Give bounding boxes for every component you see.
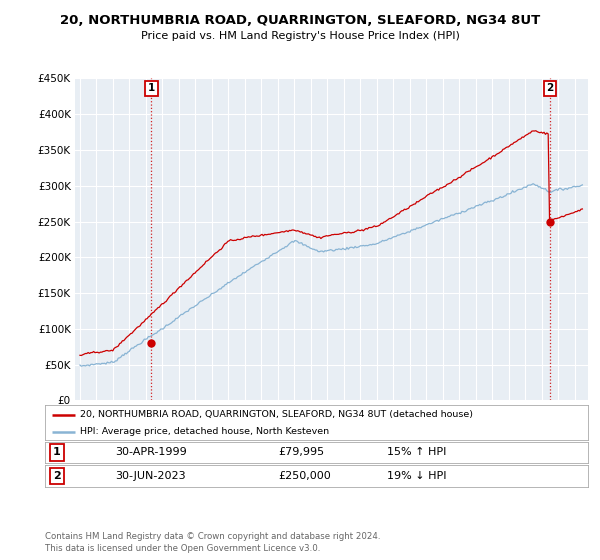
- Text: Price paid vs. HM Land Registry's House Price Index (HPI): Price paid vs. HM Land Registry's House …: [140, 31, 460, 41]
- Text: 1: 1: [53, 447, 61, 458]
- Text: 19% ↓ HPI: 19% ↓ HPI: [387, 471, 446, 481]
- Text: 30-APR-1999: 30-APR-1999: [116, 447, 187, 458]
- Text: 20, NORTHUMBRIA ROAD, QUARRINGTON, SLEAFORD, NG34 8UT: 20, NORTHUMBRIA ROAD, QUARRINGTON, SLEAF…: [60, 14, 540, 27]
- Text: 15% ↑ HPI: 15% ↑ HPI: [387, 447, 446, 458]
- Text: £79,995: £79,995: [278, 447, 325, 458]
- Text: 30-JUN-2023: 30-JUN-2023: [116, 471, 186, 481]
- Text: Contains HM Land Registry data © Crown copyright and database right 2024.
This d: Contains HM Land Registry data © Crown c…: [45, 532, 380, 553]
- Text: 1: 1: [148, 83, 155, 93]
- Text: 20, NORTHUMBRIA ROAD, QUARRINGTON, SLEAFORD, NG34 8UT (detached house): 20, NORTHUMBRIA ROAD, QUARRINGTON, SLEAF…: [80, 410, 473, 419]
- Text: 2: 2: [53, 471, 61, 481]
- Text: £250,000: £250,000: [278, 471, 331, 481]
- Text: HPI: Average price, detached house, North Kesteven: HPI: Average price, detached house, Nort…: [80, 427, 329, 436]
- Text: 2: 2: [547, 83, 554, 93]
